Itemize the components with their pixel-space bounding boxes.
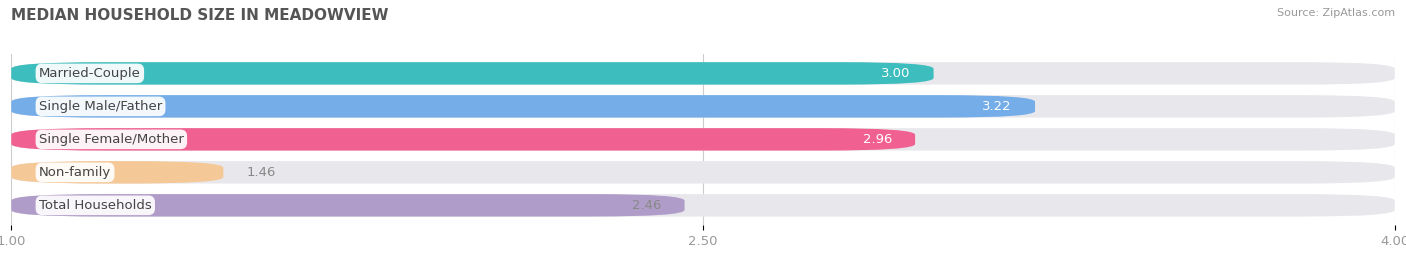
Text: MEDIAN HOUSEHOLD SIZE IN MEADOWVIEW: MEDIAN HOUSEHOLD SIZE IN MEADOWVIEW <box>11 8 388 23</box>
Text: Source: ZipAtlas.com: Source: ZipAtlas.com <box>1277 8 1395 18</box>
FancyBboxPatch shape <box>11 62 1395 85</box>
Text: 1.46: 1.46 <box>246 166 276 179</box>
Text: Married-Couple: Married-Couple <box>39 67 141 80</box>
Text: Total Households: Total Households <box>39 199 152 212</box>
FancyBboxPatch shape <box>11 128 1395 151</box>
Text: 2.46: 2.46 <box>633 199 661 212</box>
Text: 2.96: 2.96 <box>863 133 891 146</box>
FancyBboxPatch shape <box>11 95 1395 118</box>
Text: 3.00: 3.00 <box>882 67 911 80</box>
FancyBboxPatch shape <box>11 194 685 217</box>
Text: 3.22: 3.22 <box>983 100 1012 113</box>
FancyBboxPatch shape <box>11 194 1395 217</box>
FancyBboxPatch shape <box>11 128 915 151</box>
FancyBboxPatch shape <box>11 161 224 184</box>
FancyBboxPatch shape <box>11 62 934 85</box>
Text: Non-family: Non-family <box>39 166 111 179</box>
FancyBboxPatch shape <box>11 95 1035 118</box>
Text: Single Male/Father: Single Male/Father <box>39 100 162 113</box>
FancyBboxPatch shape <box>11 161 1395 184</box>
Text: Single Female/Mother: Single Female/Mother <box>39 133 184 146</box>
